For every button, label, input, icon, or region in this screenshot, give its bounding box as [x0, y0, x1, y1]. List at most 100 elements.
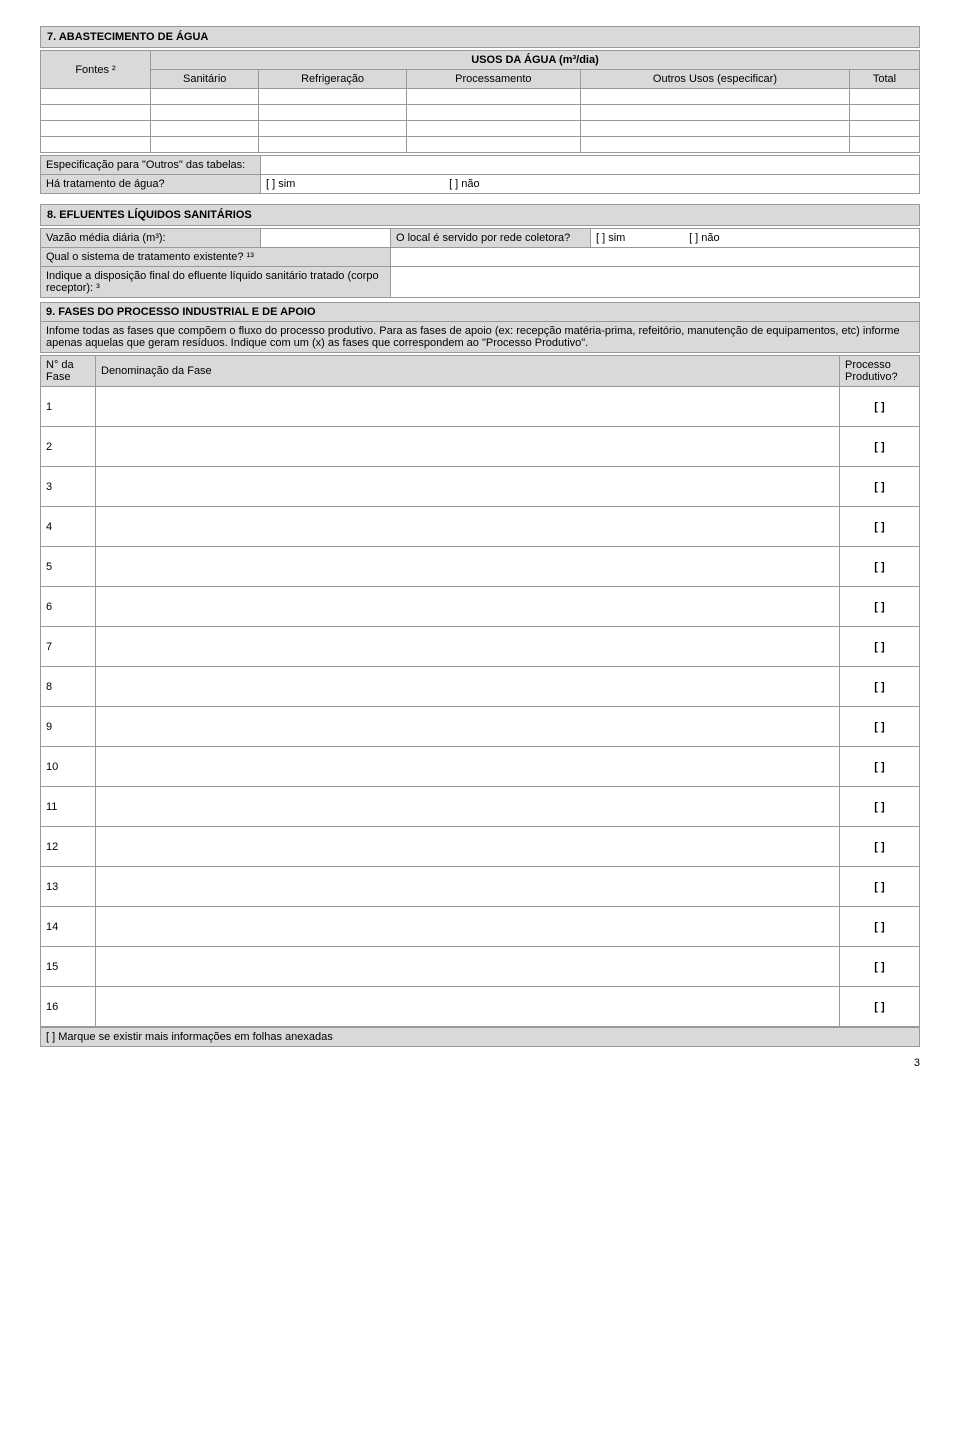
phase-process-checkbox[interactable]: [ ]: [840, 867, 920, 907]
page-number: 3: [40, 1057, 920, 1069]
col-num-fase: N° da Fase: [41, 356, 96, 387]
phase-row: 5 [ ]: [41, 547, 920, 587]
nao-checkbox[interactable]: [ ] não: [689, 232, 720, 244]
phase-number: 5: [41, 547, 96, 587]
phase-row: 15 [ ]: [41, 947, 920, 987]
phases-footer-table: [ ] Marque se existir mais informações e…: [40, 1027, 920, 1047]
phase-denomination-field[interactable]: [96, 787, 840, 827]
phase-number: 8: [41, 667, 96, 707]
phase-denomination-field[interactable]: [96, 987, 840, 1027]
phase-row: 11 [ ]: [41, 787, 920, 827]
phase-denomination-field[interactable]: [96, 427, 840, 467]
table-row[interactable]: [41, 121, 920, 137]
phase-number: 16: [41, 987, 96, 1027]
table-row[interactable]: [41, 105, 920, 121]
phase-number: 4: [41, 507, 96, 547]
local-servido-label: O local é servido por rede coletora?: [391, 229, 591, 248]
espec-outros-field[interactable]: [261, 156, 920, 175]
phase-number: 15: [41, 947, 96, 987]
phase-row: 3 [ ]: [41, 467, 920, 507]
phase-row: 16 [ ]: [41, 987, 920, 1027]
efluentes-table: Vazão média diária (m³): O local é servi…: [40, 228, 920, 298]
disposicao-field[interactable]: [391, 267, 920, 298]
col-total: Total: [850, 70, 920, 89]
phase-process-checkbox[interactable]: [ ]: [840, 907, 920, 947]
espec-outros-table: Especificação para "Outros" das tabelas:…: [40, 155, 920, 194]
local-servido-options[interactable]: [ ] sim [ ] não: [591, 229, 920, 248]
phase-number: 3: [41, 467, 96, 507]
phase-number: 6: [41, 587, 96, 627]
phase-process-checkbox[interactable]: [ ]: [840, 427, 920, 467]
sistema-field[interactable]: [391, 248, 920, 267]
phase-denomination-field[interactable]: [96, 947, 840, 987]
phase-denomination-field[interactable]: [96, 587, 840, 627]
sim-checkbox[interactable]: [ ] sim: [266, 178, 446, 190]
col-processamento: Processamento: [406, 70, 580, 89]
phase-row: 7 [ ]: [41, 627, 920, 667]
phase-process-checkbox[interactable]: [ ]: [840, 467, 920, 507]
col-sanitario: Sanitário: [151, 70, 259, 89]
phase-denomination-field[interactable]: [96, 387, 840, 427]
phase-row: 4 [ ]: [41, 507, 920, 547]
phase-number: 13: [41, 867, 96, 907]
phase-denomination-field[interactable]: [96, 627, 840, 667]
phase-process-checkbox[interactable]: [ ]: [840, 627, 920, 667]
vazao-label: Vazão média diária (m³):: [41, 229, 261, 248]
phase-number: 11: [41, 787, 96, 827]
tratamento-label: Há tratamento de água?: [41, 175, 261, 194]
table-row[interactable]: [41, 89, 920, 105]
phase-process-checkbox[interactable]: [ ]: [840, 707, 920, 747]
phase-denomination-field[interactable]: [96, 747, 840, 787]
phase-process-checkbox[interactable]: [ ]: [840, 547, 920, 587]
phase-number: 7: [41, 627, 96, 667]
phase-process-checkbox[interactable]: [ ]: [840, 587, 920, 627]
section-9-desc: Infome todas as fases que compõem o flux…: [41, 322, 920, 353]
phase-denomination-field[interactable]: [96, 467, 840, 507]
col-refrigeracao: Refrigeração: [259, 70, 406, 89]
col-outros: Outros Usos (especificar): [580, 70, 849, 89]
phase-number: 14: [41, 907, 96, 947]
phase-denomination-field[interactable]: [96, 667, 840, 707]
phase-row: 1[ ]: [41, 387, 920, 427]
phase-number: 10: [41, 747, 96, 787]
section-7-header: 7. ABASTECIMENTO DE ÁGUA: [40, 26, 920, 48]
phases-footer[interactable]: [ ] Marque se existir mais informações e…: [41, 1028, 920, 1047]
section-9-header-table: 9. FASES DO PROCESSO INDUSTRIAL E DE APO…: [40, 302, 920, 353]
tratamento-options[interactable]: [ ] sim [ ] não: [261, 175, 920, 194]
section-9-title: 9. FASES DO PROCESSO INDUSTRIAL E DE APO…: [41, 303, 920, 322]
espec-outros-label: Especificação para "Outros" das tabelas:: [41, 156, 261, 175]
phase-row: 10 [ ]: [41, 747, 920, 787]
table-row[interactable]: [41, 137, 920, 153]
phase-row: 6 [ ]: [41, 587, 920, 627]
phase-process-checkbox[interactable]: [ ]: [840, 387, 920, 427]
phase-process-checkbox[interactable]: [ ]: [840, 947, 920, 987]
usos-agua-header: USOS DA ÁGUA (m³/dia): [151, 51, 920, 70]
phase-process-checkbox[interactable]: [ ]: [840, 787, 920, 827]
phase-denomination-field[interactable]: [96, 827, 840, 867]
vazao-field[interactable]: [261, 229, 391, 248]
phase-row: 12 [ ]: [41, 827, 920, 867]
col-denominacao: Denominação da Fase: [96, 356, 840, 387]
phase-row: 2 [ ]: [41, 427, 920, 467]
phase-number: 12: [41, 827, 96, 867]
sim-checkbox[interactable]: [ ] sim: [596, 232, 686, 244]
water-supply-table: Fontes ² USOS DA ÁGUA (m³/dia) Sanitário…: [40, 50, 920, 153]
phase-process-checkbox[interactable]: [ ]: [840, 827, 920, 867]
phase-denomination-field[interactable]: [96, 867, 840, 907]
disposicao-label: Indique a disposição final do efluente l…: [41, 267, 391, 298]
phase-row: 8 [ ]: [41, 667, 920, 707]
fontes-header: Fontes ²: [41, 51, 151, 89]
phase-process-checkbox[interactable]: [ ]: [840, 507, 920, 547]
phase-process-checkbox[interactable]: [ ]: [840, 987, 920, 1027]
phase-denomination-field[interactable]: [96, 707, 840, 747]
phase-denomination-field[interactable]: [96, 547, 840, 587]
phase-row: 14 [ ]: [41, 907, 920, 947]
phase-number: 2: [41, 427, 96, 467]
phase-process-checkbox[interactable]: [ ]: [840, 747, 920, 787]
phase-denomination-field[interactable]: [96, 907, 840, 947]
phases-table: N° da Fase Denominação da Fase Processo …: [40, 355, 920, 1027]
phase-process-checkbox[interactable]: [ ]: [840, 667, 920, 707]
phase-denomination-field[interactable]: [96, 507, 840, 547]
nao-checkbox[interactable]: [ ] não: [449, 178, 480, 190]
phase-number: 9: [41, 707, 96, 747]
